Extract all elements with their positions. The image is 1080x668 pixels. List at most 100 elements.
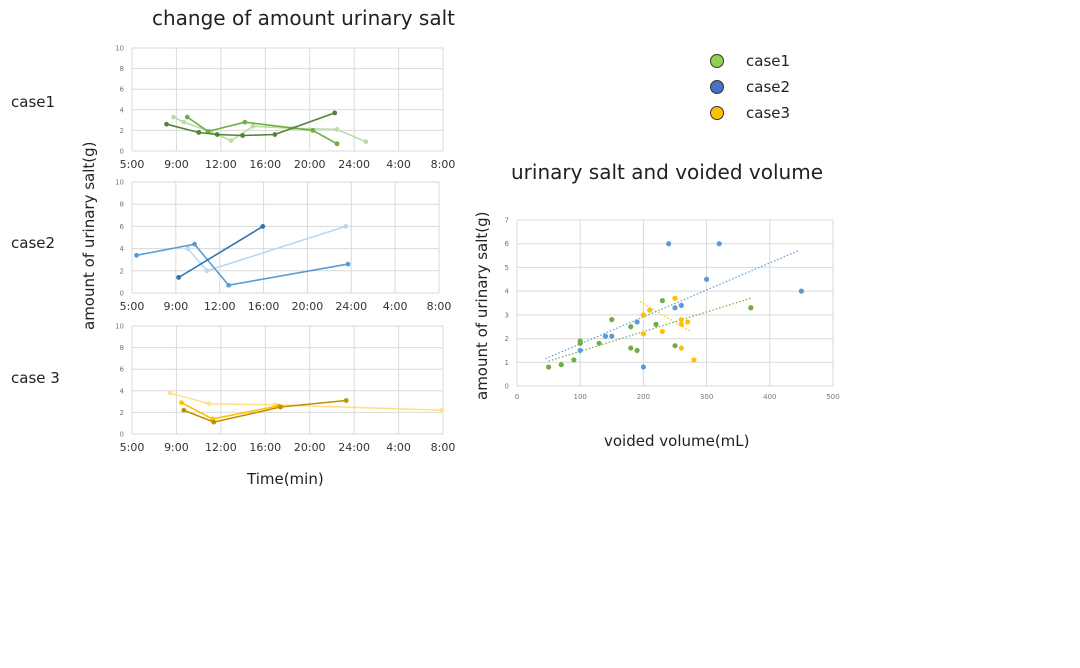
scatter-point-case2	[577, 347, 583, 354]
y-tick-label: 3	[505, 311, 509, 319]
x-tick-label: 12:00	[204, 300, 236, 313]
legend-label-case1: case1	[746, 52, 791, 70]
x-tick-label: 9:00	[164, 441, 189, 454]
legend-label-case3: case3	[746, 104, 791, 122]
scatter-point-case1	[571, 357, 577, 363]
y-tick-label: 2	[120, 267, 124, 275]
data-point	[192, 241, 197, 247]
scatter-point-case1	[748, 305, 754, 311]
y-tick-label: 8	[120, 344, 124, 352]
right-y-axis-label: amount of urinary salt(g)	[473, 211, 491, 400]
case3-label: case 3	[11, 369, 60, 387]
data-point	[184, 114, 190, 120]
x-tick-label: 24:00	[338, 158, 370, 171]
data-point	[260, 224, 266, 229]
scatter-point-case3	[678, 321, 684, 327]
scatter-point-case3	[691, 357, 697, 363]
data-point	[363, 139, 369, 145]
scatter-point-case2	[602, 333, 609, 339]
case1-label: case1	[11, 93, 56, 111]
legend-swatch-case1	[710, 54, 724, 68]
case1-line-chart: 0 2 4 6 8 10 5:00 9:00 12:00 16:00 20:00 24:00 4:00 8…	[115, 45, 456, 172]
x-tick-label: 20:00	[294, 441, 326, 454]
data-point	[211, 419, 217, 425]
x-tick-label: 4:00	[386, 441, 411, 454]
scatter-point-case1	[628, 345, 634, 351]
scatter-point-case2	[716, 241, 722, 247]
series-line-3	[166, 112, 335, 137]
legend-label-case2: case2	[746, 78, 791, 96]
x-tick-label: 16:00	[249, 158, 281, 171]
data-point	[272, 132, 278, 137]
x-tick-label: 200	[637, 393, 650, 401]
left-y-axis-label: amount of urinary salt(g)	[80, 141, 98, 330]
series-line-3	[178, 225, 264, 279]
data-point	[228, 138, 234, 144]
data-point	[332, 110, 338, 116]
y-tick-label: 6	[120, 366, 125, 374]
scatter-point-case3	[678, 317, 684, 323]
data-point	[334, 126, 340, 132]
scatter-point-case1	[634, 347, 640, 354]
scatter-point-case2	[666, 241, 672, 247]
scatter-point-case1	[596, 340, 602, 346]
x-tick-label: 12:00	[205, 441, 237, 454]
legend-item-case2: case2	[710, 76, 790, 98]
scatter-point-case3	[672, 295, 678, 301]
data-point	[334, 141, 340, 147]
scatter-point-case3	[685, 319, 691, 325]
scatter-point-case2	[798, 288, 804, 294]
y-tick-label: 2	[120, 409, 124, 417]
y-tick-label: 0	[120, 431, 124, 439]
scatter-point-case2	[640, 364, 646, 370]
x-tick-label: 5:00	[120, 300, 145, 313]
data-point	[214, 132, 220, 137]
y-tick-label: 2	[120, 127, 124, 135]
case2-label: case2	[11, 234, 56, 252]
y-tick-label: 0	[505, 383, 509, 391]
data-point	[310, 128, 316, 133]
data-point	[196, 130, 202, 135]
scatter-point-case3	[678, 345, 684, 351]
data-point	[250, 123, 256, 129]
scatter-point-case1	[558, 362, 564, 368]
data-point	[176, 275, 182, 280]
y-tick-label: 2	[505, 335, 509, 343]
x-tick-label: 8:00	[431, 158, 456, 171]
x-tick-label: 12:00	[205, 158, 237, 171]
x-tick-label: 8:00	[427, 300, 452, 313]
legend-swatch-case3	[710, 106, 724, 120]
data-point	[181, 119, 187, 125]
x-tick-label: 400	[763, 393, 776, 401]
data-point	[185, 246, 191, 251]
data-point	[278, 404, 283, 410]
y-tick-label: 7	[505, 217, 509, 225]
y-tick-label: 4	[120, 387, 125, 395]
data-point	[439, 407, 445, 413]
y-tick-label: 8	[120, 201, 124, 209]
y-tick-label: 10	[115, 45, 124, 53]
data-point	[240, 133, 245, 138]
scatter-point-case1	[577, 340, 583, 346]
scatter-point-case1	[546, 364, 552, 370]
y-tick-label: 6	[505, 240, 510, 248]
series-line-1	[169, 392, 442, 411]
scatter-point-case3	[640, 331, 646, 337]
case2-line-chart: 0 2 4 6 8 10 5:00 9:00 12:00 16:00 20:00 24:00 4:00 8…	[115, 179, 452, 314]
salt-volume-scatter-chart: 0 1 2 3 4 5 6 7 0 100 200 300 400 500	[505, 217, 840, 402]
case3-line-chart: 0 2 4 6 8 10 5:00 9:00 12:00 16:00 20:00 24:00 4:00 8…	[115, 323, 455, 455]
y-tick-label: 0	[120, 148, 124, 156]
scatter-point-case1	[609, 317, 615, 323]
data-point	[242, 119, 248, 125]
scatter-point-case2	[609, 333, 615, 339]
scatter-point-case1	[672, 343, 678, 349]
scatter-point-case3	[640, 312, 646, 318]
y-tick-label: 0	[120, 290, 124, 298]
y-tick-label: 1	[505, 359, 509, 367]
scatter-point-case1	[653, 321, 659, 327]
scatter-point-case2	[634, 319, 640, 325]
x-tick-label: 20:00	[292, 300, 324, 313]
left-x-axis-label: Time(min)	[247, 470, 324, 488]
x-tick-label: 24:00	[335, 300, 367, 313]
x-tick-label: 4:00	[386, 158, 411, 171]
